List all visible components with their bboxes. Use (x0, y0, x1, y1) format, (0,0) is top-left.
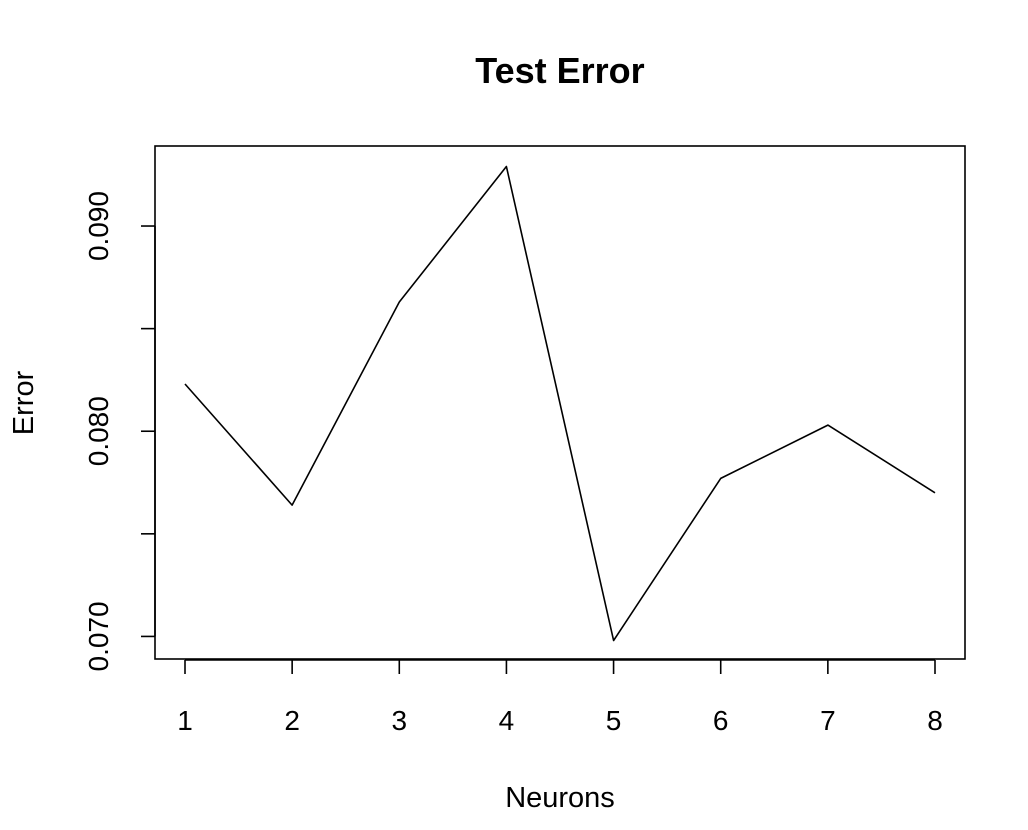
x-tick-label: 5 (606, 705, 622, 736)
y-tick-label: 0.090 (83, 191, 114, 261)
y-axis: 0.070 0.080 0.090 (83, 191, 156, 671)
series-line (184, 165, 936, 642)
y-tick-label: 0.070 (83, 601, 114, 671)
x-axis-label: Neurons (505, 782, 615, 814)
x-tick-label: 6 (713, 705, 729, 736)
x-tick-label: 8 (927, 705, 943, 736)
x-tick-label: 7 (820, 705, 836, 736)
x-axis: 1 2 3 4 5 6 7 8 (177, 659, 943, 736)
chart-title: Test Error (475, 50, 644, 91)
x-tick-label: 3 (391, 705, 407, 736)
y-axis-label: Error (8, 370, 40, 435)
x-tick-label: 1 (177, 705, 193, 736)
y-tick-label: 0.080 (83, 396, 114, 466)
x-tick-label: 4 (499, 705, 515, 736)
x-tick-label: 2 (284, 705, 300, 736)
